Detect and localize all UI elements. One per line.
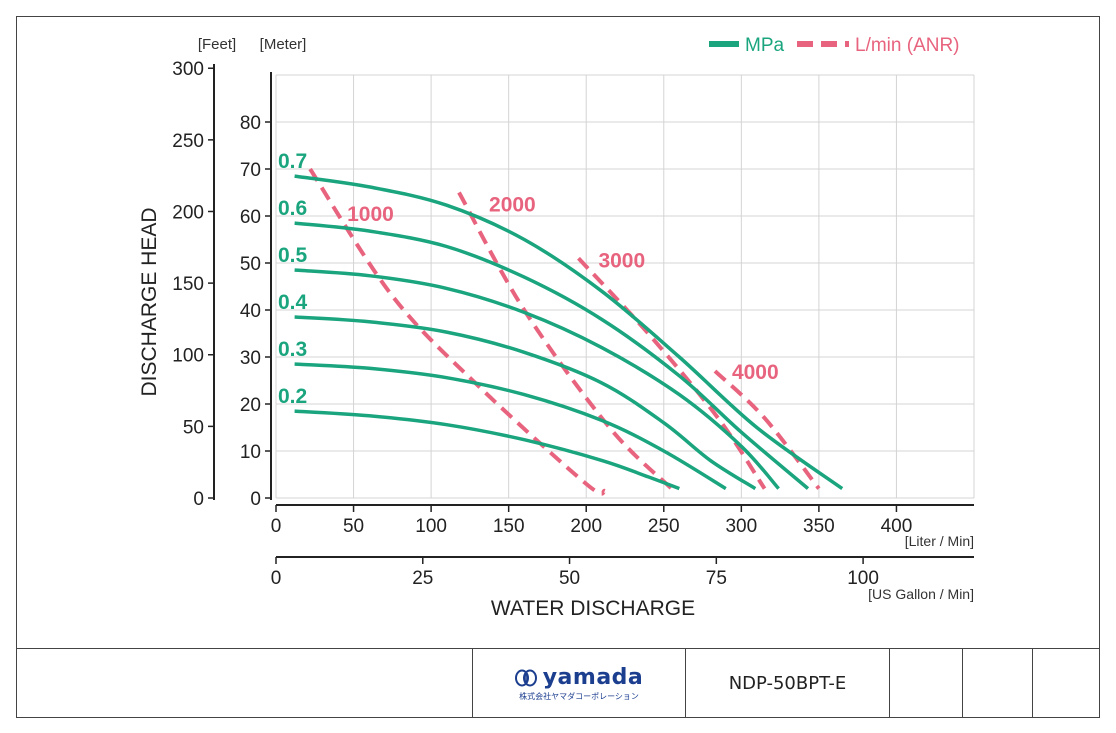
- legend: MPa L/min (ANR): [709, 35, 960, 56]
- legend-solid-label: MPa: [745, 35, 785, 56]
- liter-tick-label: 100: [415, 516, 447, 537]
- pressure-curve-label: 0.3: [278, 338, 307, 361]
- feet-unit-label: [Feet]: [198, 36, 236, 53]
- flow-curve-label: 2000: [489, 194, 536, 217]
- gallon-tick-label: 0: [271, 568, 282, 589]
- meter-tick-label: 70: [240, 160, 261, 181]
- liter-unit-label: [Liter / Min]: [905, 533, 974, 549]
- feet-tick-label: 50: [183, 417, 204, 438]
- liter-tick-label: 0: [271, 516, 282, 537]
- pressure-curve-0.6: [294, 221, 810, 490]
- pressure-curve-label: 0.2: [278, 385, 307, 408]
- flow-curve-4000: [713, 369, 821, 490]
- meter-tick-label: 10: [240, 442, 261, 463]
- feet-tick-label: 200: [172, 202, 204, 223]
- flow-curve-label: 3000: [598, 249, 645, 272]
- title-block-empty-cell: [889, 649, 962, 718]
- y-axis-title: DISCHARGE HEAD: [138, 207, 161, 396]
- liter-tick-label: 50: [343, 516, 364, 537]
- pressure-curve-label: 0.4: [278, 291, 308, 314]
- liter-tick-label: 300: [725, 516, 757, 537]
- meter-tick-label: 0: [250, 489, 261, 510]
- flow-curve-label: 1000: [347, 203, 394, 226]
- meter-tick-label: 80: [240, 113, 261, 134]
- gallon-tick-label: 25: [412, 568, 433, 589]
- meter-tick-label: 50: [240, 254, 261, 275]
- feet-tick-label: 150: [172, 274, 204, 295]
- drawing-frame: [16, 16, 1100, 718]
- yamada-logo-mark-icon: [514, 669, 537, 686]
- feet-tick-label: 300: [172, 59, 204, 80]
- legend-dashed-label: L/min (ANR): [855, 35, 960, 56]
- feet-tick-label: 0: [193, 489, 204, 510]
- model-number: NDP-50BPT-E: [685, 649, 889, 718]
- liter-tick-label: 200: [570, 516, 602, 537]
- feet-tick-label: 100: [172, 346, 204, 367]
- meter-tick-label: 30: [240, 348, 261, 369]
- meter-unit-label: [Meter]: [260, 36, 307, 53]
- gallon-tick-label: 75: [706, 568, 727, 589]
- pressure-curve-label: 0.5: [278, 244, 308, 267]
- meter-tick-label: 60: [240, 207, 261, 228]
- gallon-tick-label: 100: [847, 568, 879, 589]
- liter-tick-label: 150: [493, 516, 525, 537]
- title-block-empty-cell: [1032, 649, 1100, 718]
- pressure-curve-0.3: [294, 362, 727, 491]
- meter-tick-label: 20: [240, 395, 261, 416]
- title-block-logo-cell: yamada 株式会社ヤマダコーポレーション: [472, 649, 685, 718]
- gallon-tick-label: 50: [559, 568, 580, 589]
- pressure-curve-0.5: [294, 268, 780, 490]
- gallon-unit-label: [US Gallon / Min]: [868, 586, 974, 602]
- pressure-curve-0.4: [294, 315, 757, 491]
- x-axis-title: WATER DISCHARGE: [491, 597, 695, 620]
- liter-tick-label: 350: [803, 516, 835, 537]
- pressure-curve-0.2: [294, 409, 680, 491]
- feet-tick-label: 250: [172, 131, 204, 152]
- pressure-curve-label: 0.6: [278, 197, 307, 220]
- meter-tick-label: 40: [240, 301, 261, 322]
- flow-curve-label: 4000: [732, 361, 779, 384]
- company-name: 株式会社ヤマダコーポレーション: [519, 692, 639, 701]
- pressure-curve-label: 0.7: [278, 150, 307, 173]
- liter-tick-label: 250: [648, 516, 680, 537]
- liter-tick-label: 400: [881, 516, 913, 537]
- title-block: yamada 株式会社ヤマダコーポレーション NDP-50BPT-E: [16, 648, 1100, 718]
- flow-curve-1000: [308, 167, 606, 496]
- pressure-curve-0.7: [294, 174, 844, 491]
- flow-curve-2000: [457, 191, 673, 491]
- yamada-logo: yamada: [542, 665, 644, 690]
- title-block-empty-cell: [962, 649, 1032, 718]
